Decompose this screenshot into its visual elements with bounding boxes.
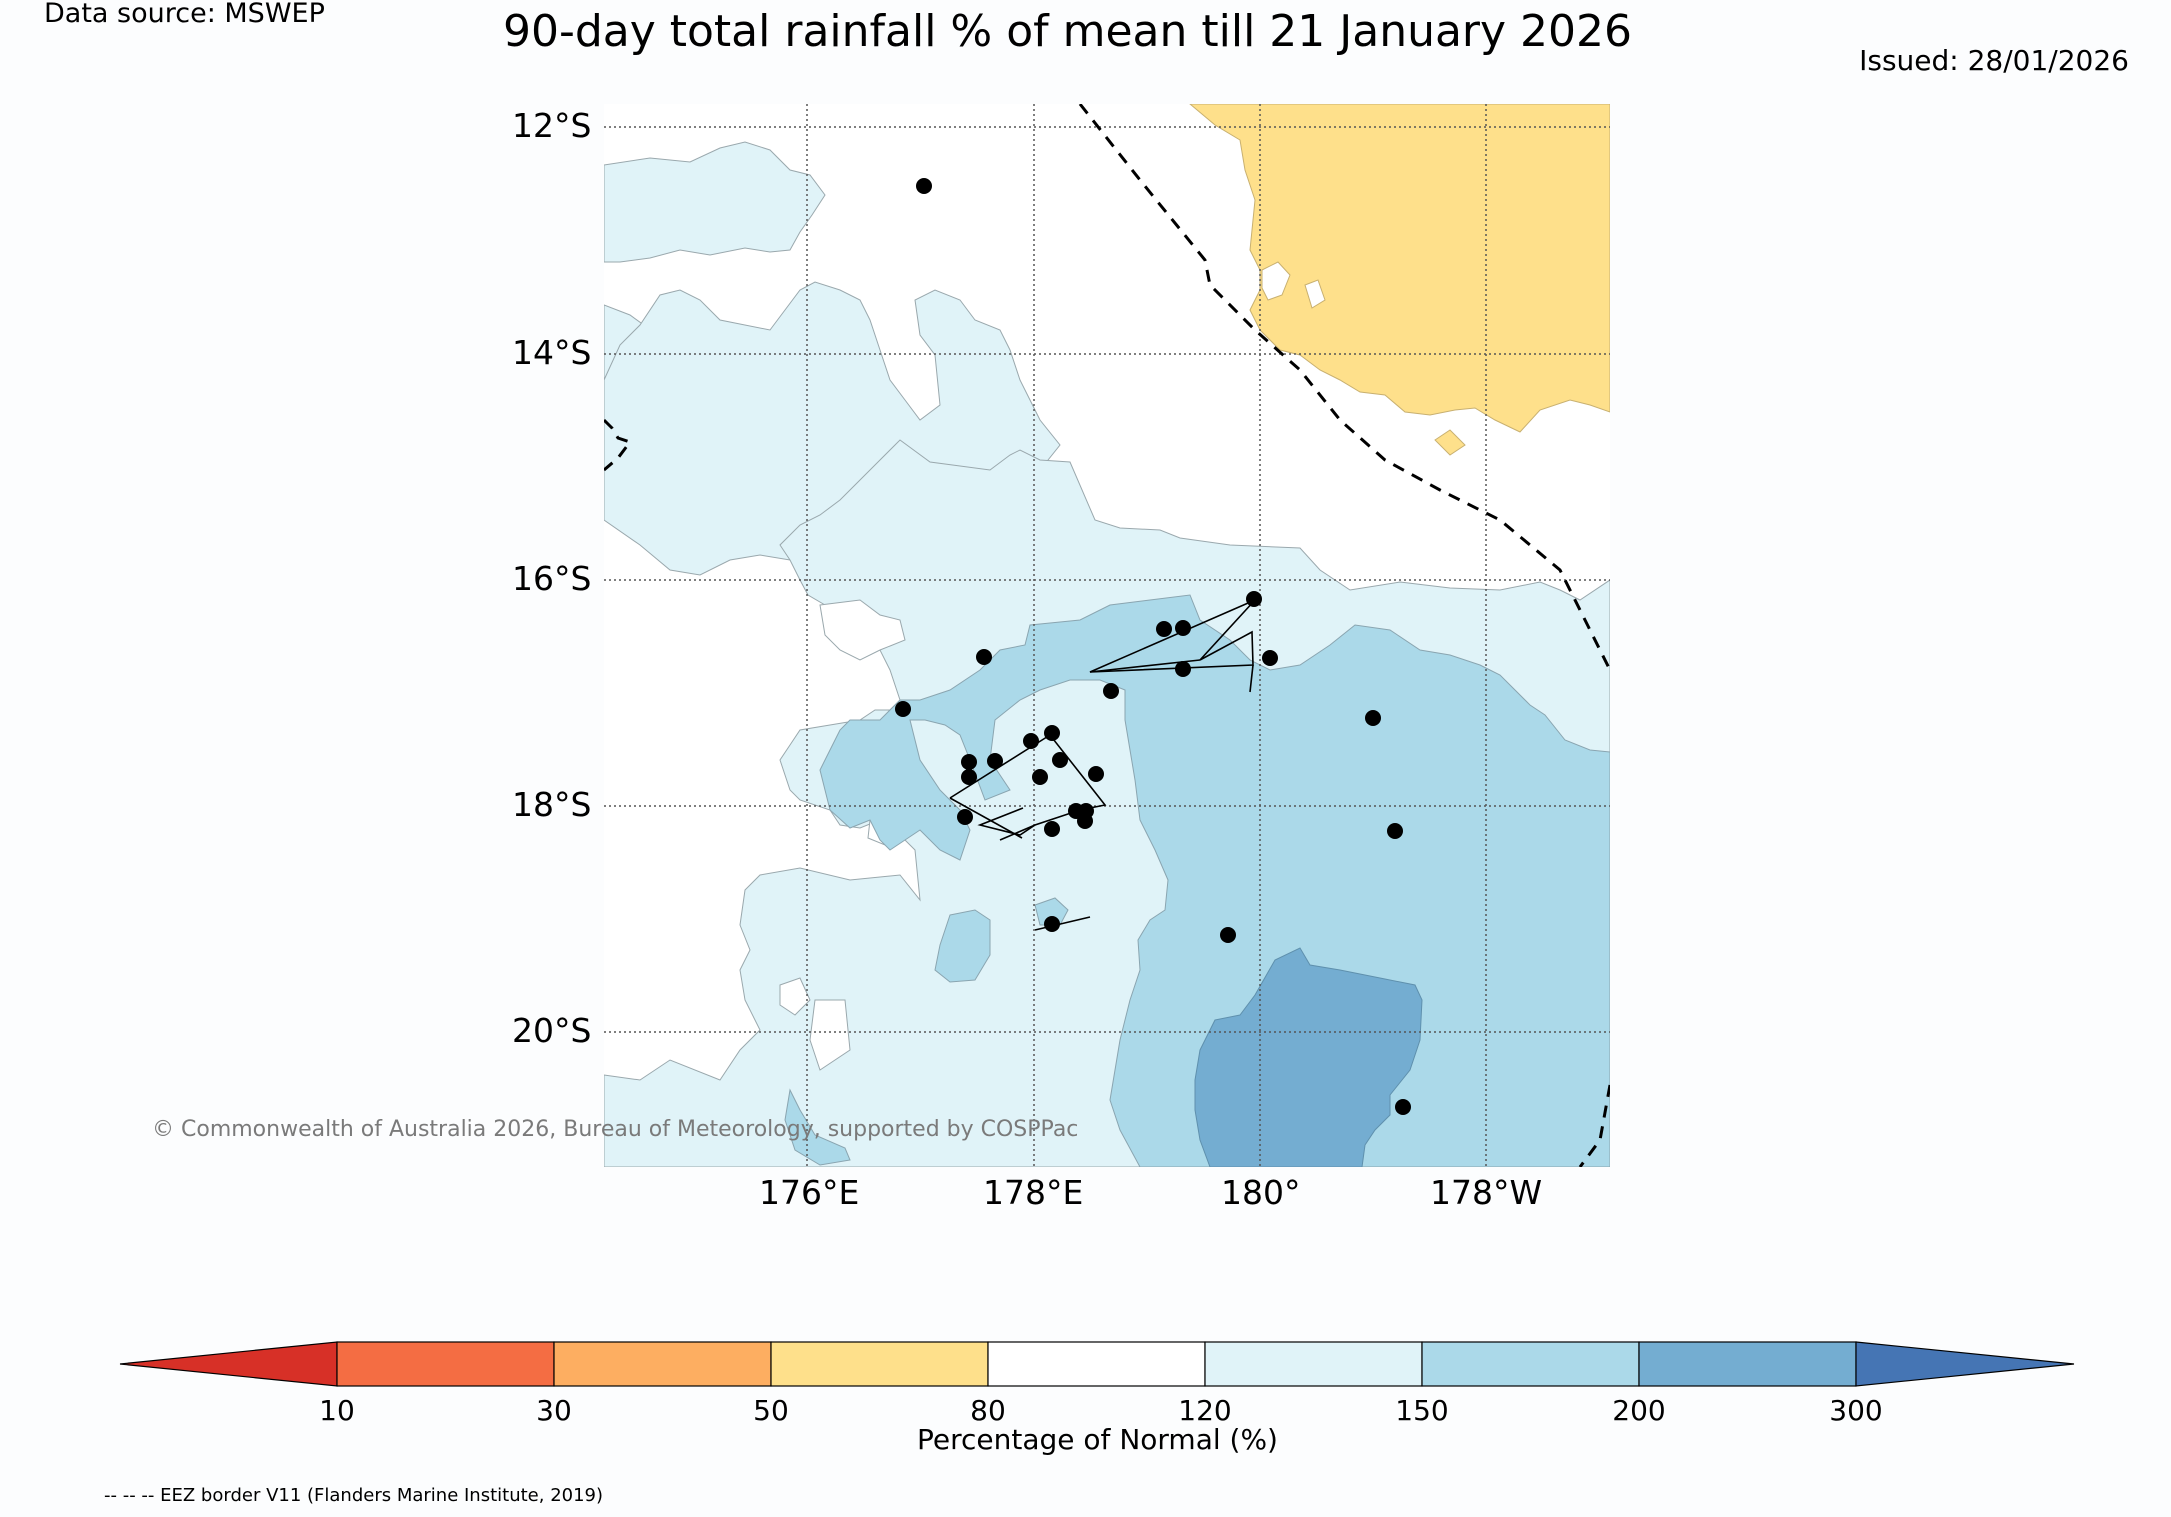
station-dot — [1246, 591, 1262, 607]
region-80-120-hole-4 — [779, 977, 811, 1016]
lon-label-178e: 178°E — [983, 1173, 1084, 1212]
station-dot — [1156, 621, 1172, 637]
station-dot — [961, 754, 977, 770]
station-dot — [1395, 1099, 1411, 1115]
colorbar-extend-high — [1855, 1341, 2075, 1387]
station-dot — [1175, 620, 1191, 636]
region-150-200-island — [934, 909, 991, 983]
station-dot — [1052, 752, 1068, 768]
lat-label-16s: 16°S — [512, 559, 592, 598]
colorbar-tick: 80 — [970, 1394, 1006, 1427]
region-150-200-south — [784, 1088, 851, 1166]
lat-label-18s: 18°S — [512, 785, 592, 824]
region-80-120-hole-5 — [1261, 261, 1291, 301]
region-80-120-hole-1 — [819, 599, 906, 661]
eez-border — [604, 104, 1610, 1167]
colorbar-box-10-30 — [336, 1341, 555, 1387]
station-dot — [1044, 821, 1060, 837]
station-dot — [1175, 661, 1191, 677]
station-dot — [1077, 813, 1093, 829]
copyright-notice: © Commonwealth of Australia 2026, Bureau… — [152, 1117, 1079, 1142]
station-dot — [957, 809, 973, 825]
station-dot — [976, 649, 992, 665]
station-dot — [1387, 823, 1403, 839]
map-area — [604, 104, 1610, 1167]
station-dots — [895, 178, 1411, 1115]
colorbar-box-120-150 — [1204, 1341, 1423, 1387]
colorbar-box-200-300 — [1638, 1341, 1857, 1387]
region-80-120-hole-3 — [809, 999, 851, 1071]
station-dot — [1103, 683, 1119, 699]
colorbar-box-80-120 — [987, 1341, 1206, 1387]
station-dot — [987, 753, 1003, 769]
region-200-300 — [1194, 947, 1423, 1167]
station-dot — [1262, 650, 1278, 666]
colorbar-tick: 30 — [536, 1394, 572, 1427]
station-dot — [961, 769, 977, 785]
colorbar-tick: 50 — [753, 1394, 789, 1427]
lon-label-178w: 178°W — [1430, 1173, 1543, 1212]
lat-label-20s: 20°S — [512, 1011, 592, 1050]
station-dot — [1032, 769, 1048, 785]
colorbar-tick: 300 — [1829, 1394, 1883, 1427]
colorbar-box-30-50 — [553, 1341, 772, 1387]
eez-footnote: -- -- -- EEZ border V11 (Flanders Marine… — [104, 1485, 604, 1506]
colorbar-tick: 200 — [1612, 1394, 1666, 1427]
station-dot — [1044, 725, 1060, 741]
region-50-80 — [1189, 104, 1610, 433]
station-dot — [895, 701, 911, 717]
colorbar-label: Percentage of Normal (%) — [917, 1423, 1278, 1456]
colorbar-tick: 120 — [1178, 1394, 1232, 1427]
station-dot — [916, 178, 932, 194]
colorbar — [119, 1341, 2075, 1387]
colorbar-tick: 10 — [319, 1394, 355, 1427]
region-50-80-small — [1434, 429, 1466, 456]
gridlines — [604, 104, 1610, 1167]
region-120-150-west — [604, 141, 826, 263]
station-dot — [1365, 710, 1381, 726]
station-dot — [1220, 927, 1236, 943]
lon-label-180: 180° — [1221, 1173, 1301, 1212]
station-dot — [1088, 766, 1104, 782]
colorbar-extend-low — [119, 1341, 338, 1387]
lat-label-14s: 14°S — [512, 333, 592, 372]
region-80-120-hole-6 — [1304, 279, 1326, 309]
colorbar-box-150-200 — [1421, 1341, 1640, 1387]
lon-label-176e: 176°E — [759, 1173, 860, 1212]
lat-label-12s: 12°S — [512, 106, 592, 145]
region-150-200-small — [1034, 897, 1069, 926]
station-dot — [1044, 916, 1060, 932]
colorbar-tick: 150 — [1395, 1394, 1449, 1427]
colorbar-box-50-80 — [770, 1341, 989, 1387]
map-title: 90-day total rainfall % of mean till 21 … — [502, 6, 1633, 57]
issued-date: Issued: 28/01/2026 — [1859, 44, 2129, 77]
station-dot — [1023, 733, 1039, 749]
data-source-label: Data source: MSWEP — [44, 0, 325, 29]
